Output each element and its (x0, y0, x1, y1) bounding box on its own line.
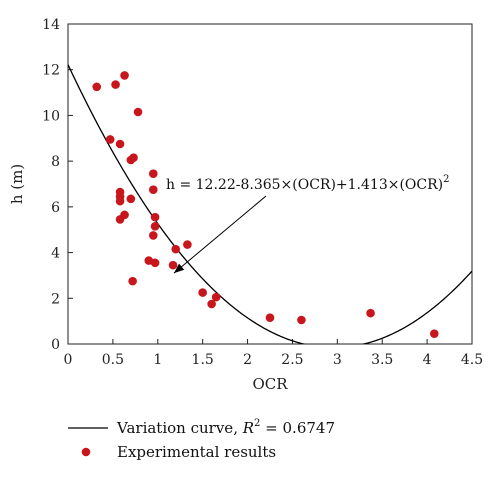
data-point (183, 240, 192, 249)
data-point (120, 71, 129, 80)
data-point (128, 276, 137, 286)
y-tick-label: 6 (51, 200, 60, 216)
x-tick-label: 3 (333, 352, 342, 368)
equation-arrowhead (173, 263, 185, 274)
y-tick-label: 10 (42, 108, 60, 124)
data-point (148, 231, 158, 240)
x-tick-label: 1 (153, 352, 162, 368)
data-point (207, 299, 216, 309)
data-point (115, 215, 125, 224)
data-point (92, 82, 102, 92)
data-point (150, 221, 160, 231)
data-point (115, 196, 125, 206)
x-tick-label: 4 (423, 352, 432, 368)
axes-frame (67, 23, 473, 345)
y-axis-label: h (m) (8, 164, 26, 204)
equation-arrow (173, 195, 267, 274)
y-tick-label: 0 (51, 337, 60, 353)
legend-curve-label: Variation curve, R2 = 0.6747 (116, 418, 335, 437)
x-tick-label: 2.5 (281, 352, 303, 368)
data-point (150, 258, 160, 268)
data-point (211, 292, 221, 302)
data-point (105, 135, 115, 144)
tick-labels: 0 0.5 1 1.5 2 2.5 3 3.5 4 4.5 0 2 4 6 8 10 12 14 (42, 17, 483, 368)
data-point (133, 107, 143, 117)
data-point (168, 260, 178, 270)
data-point (198, 288, 207, 297)
data-point (171, 244, 181, 254)
legend-points-label: Experimental results (117, 443, 276, 461)
variation-curve (68, 64, 472, 344)
data-point (148, 185, 158, 195)
data-point (366, 308, 375, 318)
data-point (150, 212, 160, 222)
x-axis-label: OCR (252, 375, 288, 393)
x-tick-label: 2 (243, 352, 252, 368)
data-point (126, 194, 136, 204)
x-tick-label: 4.5 (461, 352, 483, 368)
y-tick-label: 4 (51, 246, 60, 262)
equation-annotation: h = 12.22-8.365×(OCR)+1.413×(OCR)2 (166, 174, 450, 274)
data-point (129, 153, 138, 163)
ticks (67, 23, 473, 345)
legend-points-swatch (81, 447, 91, 457)
y-tick-label: 12 (42, 63, 60, 79)
data-point (115, 139, 125, 149)
x-tick-label: 1.5 (192, 352, 214, 368)
data-point (148, 169, 158, 179)
plot-area: 0 0.5 1 1.5 2 2.5 3 3.5 4 4.5 0 2 4 6 8 10 12 14 h = 12.2… (42, 17, 483, 368)
equation-text: h = 12.22-8.365×(OCR)+1.413×(OCR)2 (166, 174, 450, 193)
x-tick-label: 0 (64, 352, 73, 368)
legend: Variation curve, R2 = 0.6747 Experimenta… (68, 418, 335, 461)
experimental-points (92, 71, 439, 339)
data-point (297, 315, 306, 325)
data-point (429, 329, 439, 339)
x-tick-label: 3.5 (371, 352, 393, 368)
data-point (265, 313, 275, 323)
y-tick-label: 2 (51, 291, 60, 307)
data-point (111, 80, 120, 89)
x-tick-label: 0.5 (102, 352, 124, 368)
y-tick-label: 8 (51, 154, 60, 170)
y-tick-label: 14 (42, 17, 60, 33)
